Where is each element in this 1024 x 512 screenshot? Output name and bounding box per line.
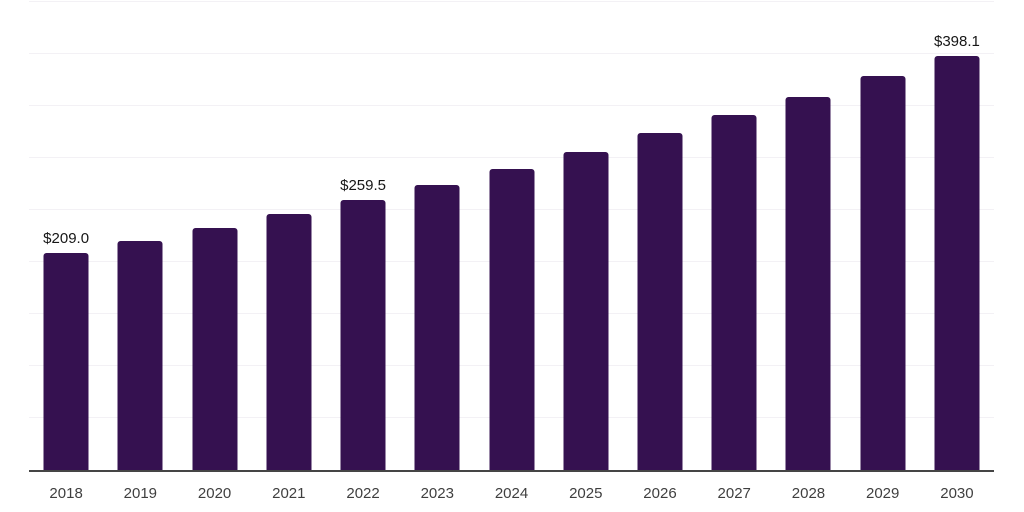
bar-band-2029 xyxy=(846,0,920,470)
bar-band-2026 xyxy=(623,0,697,470)
gridline xyxy=(29,157,994,159)
bar-2030 xyxy=(934,56,980,470)
x-tick-label-2022: 2022 xyxy=(346,485,380,502)
gridline xyxy=(29,53,994,55)
bar-2029 xyxy=(860,75,906,470)
x-tick-label-2030: 2030 xyxy=(940,485,974,502)
bar-band-2030: $398.1 xyxy=(920,0,994,470)
bar-2022 xyxy=(340,200,386,470)
x-axis-line: 2018 2019 2020 2021 2022 2023 2024 2025 2026 2027… xyxy=(29,470,994,501)
bar-band-2019 xyxy=(103,0,177,470)
x-tick-label-2029: 2029 xyxy=(866,485,900,502)
bar-2021 xyxy=(266,214,312,470)
bar-value-label-2030: $398.1 xyxy=(933,33,980,51)
x-tick-label-2028: 2028 xyxy=(791,485,826,502)
bar-value-label-2018: $209.0 xyxy=(43,229,90,247)
x-tick-label-2019: 2019 xyxy=(123,485,158,502)
bar-2027 xyxy=(711,115,757,470)
x-tick-label-2025: 2025 xyxy=(569,485,603,502)
bar-band-2027 xyxy=(697,0,771,470)
bar-band-2021 xyxy=(252,0,326,470)
bar-band-2025 xyxy=(549,0,623,470)
x-tick-label-2020: 2020 xyxy=(197,485,232,502)
x-tick-label-2026: 2026 xyxy=(643,485,677,502)
bar-2020 xyxy=(192,228,238,470)
bar-2025 xyxy=(563,152,609,470)
bar-value-label-2022: $259.5 xyxy=(340,177,386,195)
bar-band-2024 xyxy=(474,0,548,470)
bar-band-2020 xyxy=(177,0,251,470)
bar-band-2022: $259.5 xyxy=(326,0,400,470)
bar-2019 xyxy=(117,240,163,470)
x-tick-label-2023: 2023 xyxy=(420,485,454,502)
bar-2023 xyxy=(414,184,460,470)
plot-area: $209.0 $259.5 $398.1 xyxy=(29,0,994,470)
bar-band-2028 xyxy=(771,0,845,470)
bar-band-2018: $209.0 xyxy=(29,0,103,470)
bar-2026 xyxy=(637,133,683,470)
x-tick-label-2024: 2024 xyxy=(494,485,529,502)
bar-2028 xyxy=(785,97,831,470)
x-tick-label-2021: 2021 xyxy=(272,485,306,502)
bars-container: $209.0 $259.5 $398.1 xyxy=(29,0,994,470)
bar-2024 xyxy=(489,169,535,470)
x-tick-label-2018: 2018 xyxy=(49,485,83,502)
gridline xyxy=(29,105,994,107)
bar-band-2023 xyxy=(400,0,474,470)
gridline xyxy=(29,1,994,3)
x-tick-label-2027: 2027 xyxy=(717,485,751,502)
bar-2018 xyxy=(43,252,89,470)
